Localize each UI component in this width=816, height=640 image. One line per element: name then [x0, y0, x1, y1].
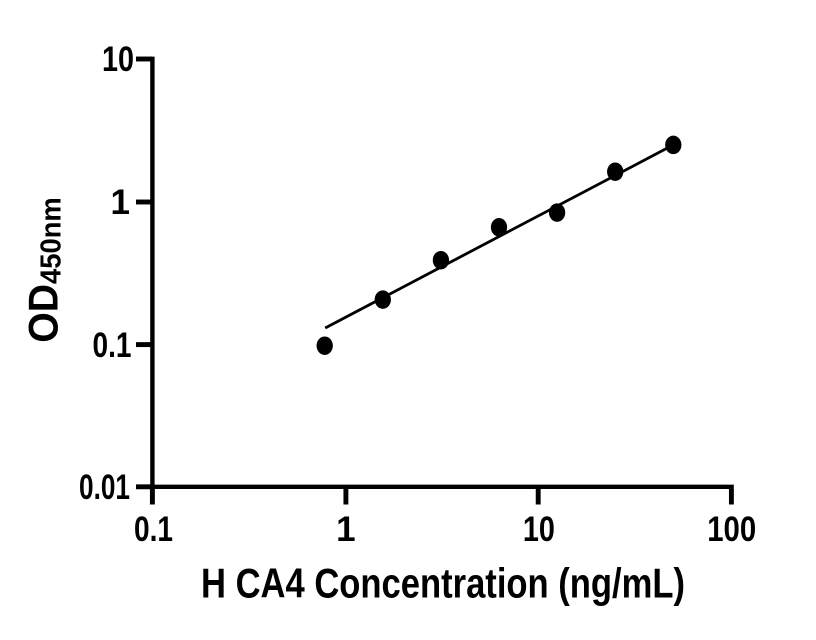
svg-text:10: 10: [102, 40, 134, 79]
svg-text:1: 1: [336, 510, 355, 549]
svg-text:OD450nm: OD450nm: [19, 197, 67, 343]
svg-text:0.01: 0.01: [79, 468, 130, 507]
svg-text:0.1: 0.1: [93, 326, 132, 365]
svg-text:1: 1: [111, 183, 130, 222]
svg-text:H CA4 Concentration (ng/mL): H CA4 Concentration (ng/mL): [201, 560, 685, 607]
svg-text:0.1: 0.1: [134, 510, 173, 549]
svg-text:10: 10: [523, 510, 555, 549]
svg-text:100: 100: [707, 510, 756, 549]
